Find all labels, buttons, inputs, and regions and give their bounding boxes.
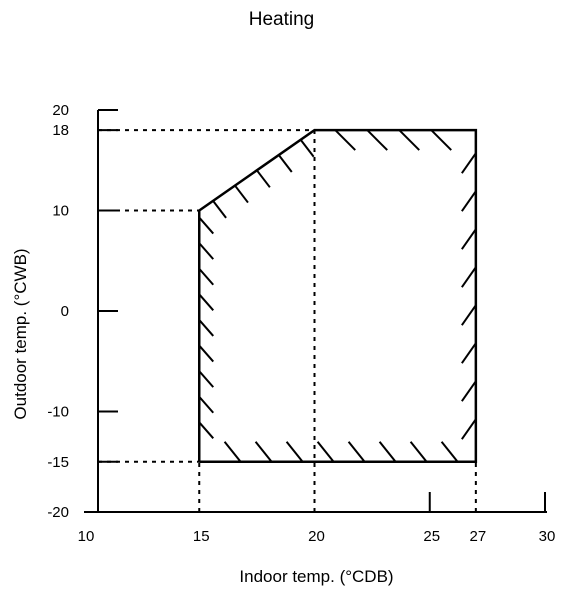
hatch-mark-14: [334, 129, 356, 151]
x-tick-label-15: 15: [193, 528, 210, 545]
hatch-mark-25: [461, 418, 477, 440]
hatch-mark-1: [198, 242, 215, 260]
hatch-mark-13: [299, 139, 315, 158]
hatch-mark-3: [198, 293, 215, 311]
operating-region-outline: [198, 128, 478, 463]
hatch-mark-26: [223, 441, 242, 463]
hatch-mark-5: [198, 344, 215, 363]
hatch-mark-19: [461, 190, 477, 212]
hatch-mark-30: [347, 441, 366, 463]
hatch-mark-23: [461, 342, 477, 364]
operating-region: [198, 128, 478, 463]
hatch-mark-0: [198, 216, 215, 235]
y-tick-label--10: -10: [47, 404, 69, 421]
x-tick-label-20: 20: [308, 528, 325, 545]
reference-lines: [98, 129, 477, 512]
hatch-mark-27: [254, 441, 273, 463]
hatch-mark-31: [378, 441, 397, 463]
y-tick-label-18: 18: [52, 122, 69, 139]
hatch-mark-6: [198, 370, 215, 388]
x-tick-label-10: 10: [78, 528, 95, 545]
hatch-mark-22: [461, 304, 477, 326]
ticks: -20 -15 -10 0 10 18 20 10 15 20 25 27 30: [47, 102, 555, 545]
y-tick-label-0: 0: [61, 303, 69, 320]
x-tick-label-27: 27: [470, 528, 487, 545]
y-tick-label-20: 20: [52, 102, 69, 119]
hatch-mark-21: [461, 266, 477, 288]
hatch-mark-20: [461, 228, 477, 250]
x-tick-label-25: 25: [423, 528, 440, 545]
chart-title: Heating: [248, 9, 315, 30]
hatch-mark-2: [198, 268, 215, 286]
hatch-mark-4: [198, 319, 215, 337]
x-tick-label-30: 30: [539, 528, 556, 545]
hatch-mark-7: [198, 396, 215, 414]
hatch-mark-12: [277, 154, 293, 173]
hatch-mark-17: [430, 129, 452, 151]
hatch-mark-33: [440, 441, 459, 463]
hatch-mark-9: [212, 200, 227, 219]
hatch-mark-15: [366, 129, 388, 151]
hatch-mark-11: [256, 169, 271, 188]
hatch-mark-28: [285, 441, 304, 463]
y-tick-label--15: -15: [47, 454, 69, 471]
hatch-mark-24: [461, 380, 477, 402]
hatch-mark-10: [234, 184, 249, 204]
y-tick-label-10: 10: [52, 203, 69, 220]
hatch-mark-29: [316, 441, 335, 463]
y-tick-label--20: -20: [47, 504, 69, 521]
x-axis-label: Indoor temp. (°CDB): [239, 567, 394, 586]
hatch-mark-8: [198, 421, 215, 439]
hatch-mark-32: [409, 441, 428, 463]
hatch-mark-16: [398, 129, 420, 151]
hatch-mark-18: [461, 152, 477, 174]
